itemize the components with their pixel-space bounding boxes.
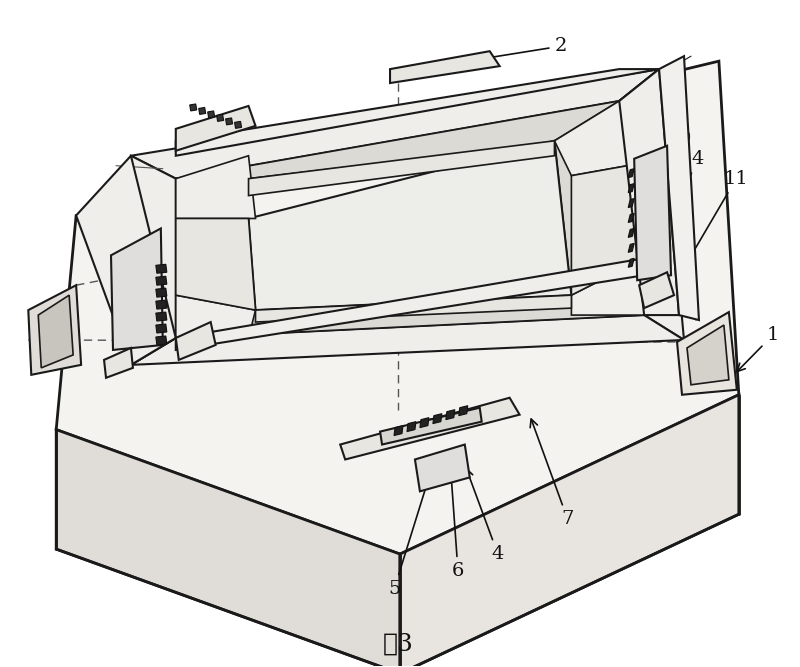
Polygon shape [420, 418, 429, 428]
Polygon shape [340, 398, 519, 460]
Polygon shape [687, 325, 729, 385]
Polygon shape [554, 101, 644, 175]
Polygon shape [38, 295, 73, 368]
Polygon shape [56, 430, 400, 667]
Polygon shape [628, 258, 634, 267]
Text: 9: 9 [655, 130, 691, 216]
Text: 图3: 图3 [382, 632, 414, 655]
Polygon shape [446, 410, 455, 420]
Text: 4: 4 [660, 149, 703, 251]
Polygon shape [176, 295, 644, 338]
Polygon shape [131, 155, 176, 365]
Polygon shape [131, 315, 684, 365]
Polygon shape [111, 228, 163, 350]
Text: 5: 5 [388, 479, 430, 598]
Polygon shape [131, 69, 659, 179]
Polygon shape [76, 155, 176, 365]
Polygon shape [619, 69, 684, 340]
Polygon shape [628, 169, 634, 177]
Polygon shape [156, 336, 167, 345]
Polygon shape [415, 444, 470, 492]
Polygon shape [208, 111, 214, 118]
Polygon shape [176, 155, 255, 219]
Polygon shape [639, 272, 674, 308]
Text: 2: 2 [484, 37, 567, 61]
Polygon shape [198, 107, 206, 115]
Polygon shape [176, 219, 255, 310]
Text: 4: 4 [466, 469, 504, 563]
Polygon shape [156, 264, 167, 273]
Polygon shape [28, 285, 81, 375]
Polygon shape [156, 276, 167, 285]
Polygon shape [380, 408, 482, 444]
Polygon shape [390, 51, 500, 83]
Polygon shape [190, 104, 197, 111]
Polygon shape [156, 288, 167, 297]
Polygon shape [156, 324, 167, 333]
Polygon shape [634, 146, 671, 280]
Text: 3: 3 [643, 87, 679, 151]
Polygon shape [458, 406, 468, 416]
Polygon shape [571, 258, 644, 315]
Polygon shape [176, 69, 659, 155]
Text: 1: 1 [737, 326, 779, 372]
Polygon shape [176, 258, 644, 350]
Polygon shape [628, 183, 634, 193]
Polygon shape [677, 312, 737, 395]
Polygon shape [156, 312, 167, 321]
Polygon shape [217, 115, 224, 121]
Polygon shape [234, 121, 242, 128]
Polygon shape [255, 295, 571, 322]
Polygon shape [407, 422, 416, 432]
Polygon shape [249, 141, 571, 310]
Polygon shape [176, 295, 255, 338]
Polygon shape [394, 426, 403, 436]
Polygon shape [628, 243, 634, 252]
Polygon shape [659, 56, 699, 320]
Text: 11: 11 [671, 169, 749, 289]
Polygon shape [176, 106, 255, 151]
Polygon shape [56, 61, 739, 554]
Polygon shape [433, 414, 442, 424]
Polygon shape [400, 395, 739, 667]
Polygon shape [628, 213, 634, 223]
Polygon shape [628, 199, 634, 207]
Polygon shape [156, 300, 167, 309]
Polygon shape [619, 69, 679, 315]
Polygon shape [571, 163, 644, 295]
Polygon shape [176, 322, 216, 360]
Polygon shape [554, 101, 644, 315]
Polygon shape [249, 141, 554, 195]
Text: 8: 8 [650, 110, 683, 181]
Polygon shape [226, 118, 233, 125]
Text: 7: 7 [530, 419, 574, 528]
Polygon shape [104, 348, 133, 378]
Polygon shape [176, 179, 255, 338]
Polygon shape [176, 101, 619, 179]
Polygon shape [628, 228, 634, 237]
Text: 6: 6 [447, 462, 464, 580]
